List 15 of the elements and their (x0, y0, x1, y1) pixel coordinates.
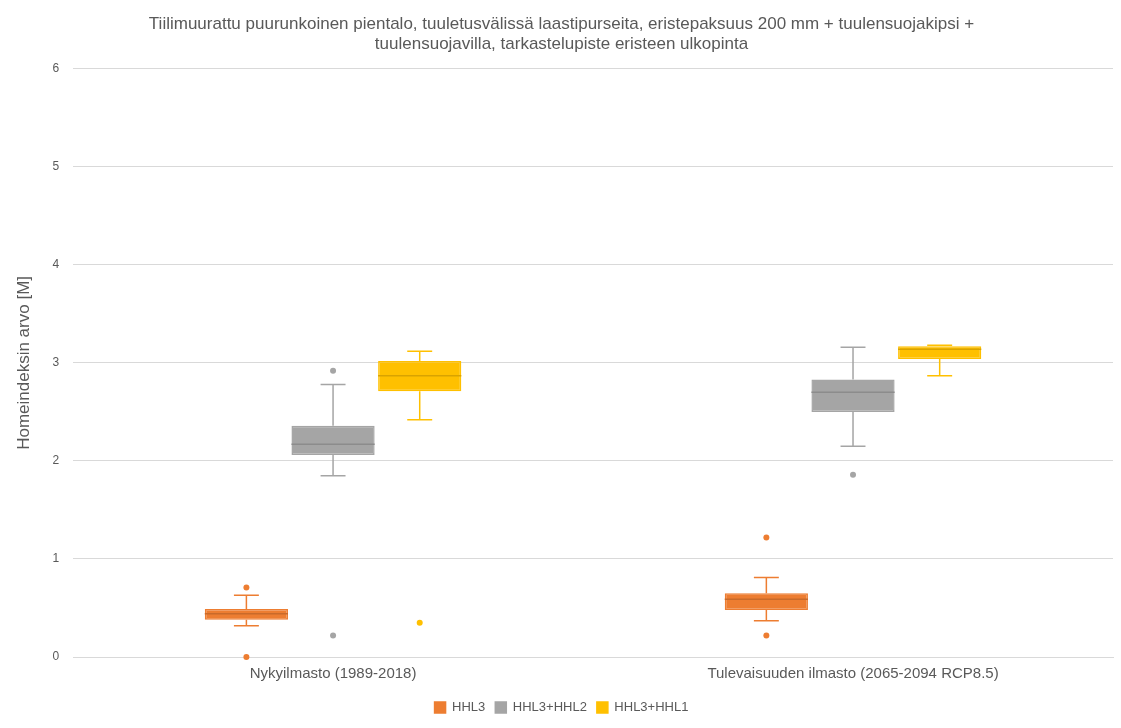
legend-label: HHL3 (452, 699, 486, 715)
x-tick-label: Tulevaisuuden ilmasto (2065-2094 RCP8.5) (707, 664, 999, 682)
text: tuulensuojavilla, tarkastelupiste eristeen ulkopinta (374, 34, 749, 54)
x-tick-label: Nykyilmasto (1989-2018) (249, 664, 417, 682)
y-tick-label: 2 (52, 453, 60, 468)
y-tick-label: 4 (52, 257, 60, 272)
y-tick-label: 5 (52, 159, 60, 174)
y-tick-label: 6 (52, 61, 60, 76)
y-tick-label: 3 (52, 355, 60, 370)
y-tick-label: 1 (52, 551, 60, 566)
y-tick-label: 0 (52, 649, 60, 664)
text: Tiilimuurattu puurunkoinen pientalo, tuuletusvälissä laastipurseita, eristepaksuus 200 mm + tuulensuojakipsi + (148, 13, 975, 33)
y-axis-title: Homeindeksin arvo [M] (13, 275, 33, 450)
legend-label: HHL3+HHL1 (614, 699, 689, 715)
legend-label: HHL3+HHL2 (512, 699, 587, 715)
